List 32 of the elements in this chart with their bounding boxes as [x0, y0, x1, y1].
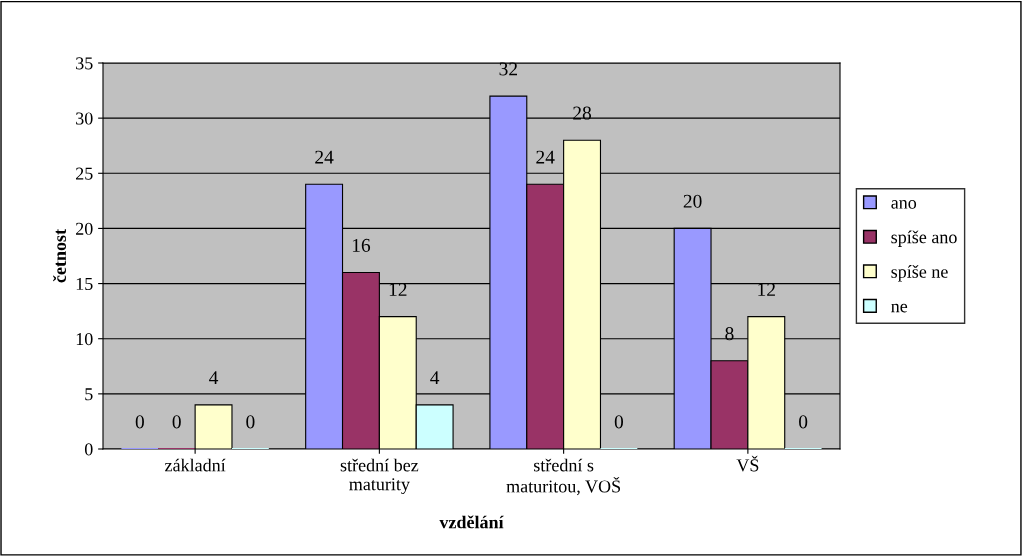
y-axis-title: četnost	[53, 229, 66, 283]
y-tick-label: 20	[76, 222, 93, 235]
data-label: 0	[799, 415, 808, 429]
data-label: 24	[315, 150, 334, 164]
data-label: 8	[725, 327, 734, 341]
x-axis-title: vzdělání	[439, 515, 504, 529]
y-tick-label: 0	[84, 443, 93, 456]
data-label: 0	[246, 415, 255, 429]
data-label: 4	[430, 371, 440, 385]
y-tick-label: 25	[76, 167, 93, 180]
x-tick-label: střední s maturitou, VOŠ	[506, 458, 621, 496]
legend-label: spíše ano	[891, 230, 957, 247]
data-label: 4	[209, 371, 219, 385]
y-tick-label: 15	[76, 277, 93, 291]
legend-label: ano	[891, 200, 917, 209]
data-label: 32	[499, 62, 517, 76]
data-label: 0	[135, 415, 144, 429]
data-label: 20	[683, 194, 702, 208]
y-tick-label: 10	[76, 332, 93, 346]
data-label: 28	[573, 106, 592, 120]
y-tick-label: 35	[76, 57, 93, 70]
data-label: 0	[172, 415, 181, 429]
legend-label: ne	[891, 303, 908, 313]
legend-label: spíše ne	[891, 265, 948, 282]
data-label: 0	[614, 415, 624, 429]
x-tick-label: základní	[165, 458, 226, 472]
x-tick-label: střední bez maturity	[340, 458, 419, 495]
x-tick-label: VŠ	[736, 455, 759, 472]
y-tick-label: 5	[85, 388, 93, 401]
data-label: 16	[352, 238, 371, 252]
data-label: 24	[536, 150, 555, 164]
y-tick-label: 30	[76, 112, 93, 125]
